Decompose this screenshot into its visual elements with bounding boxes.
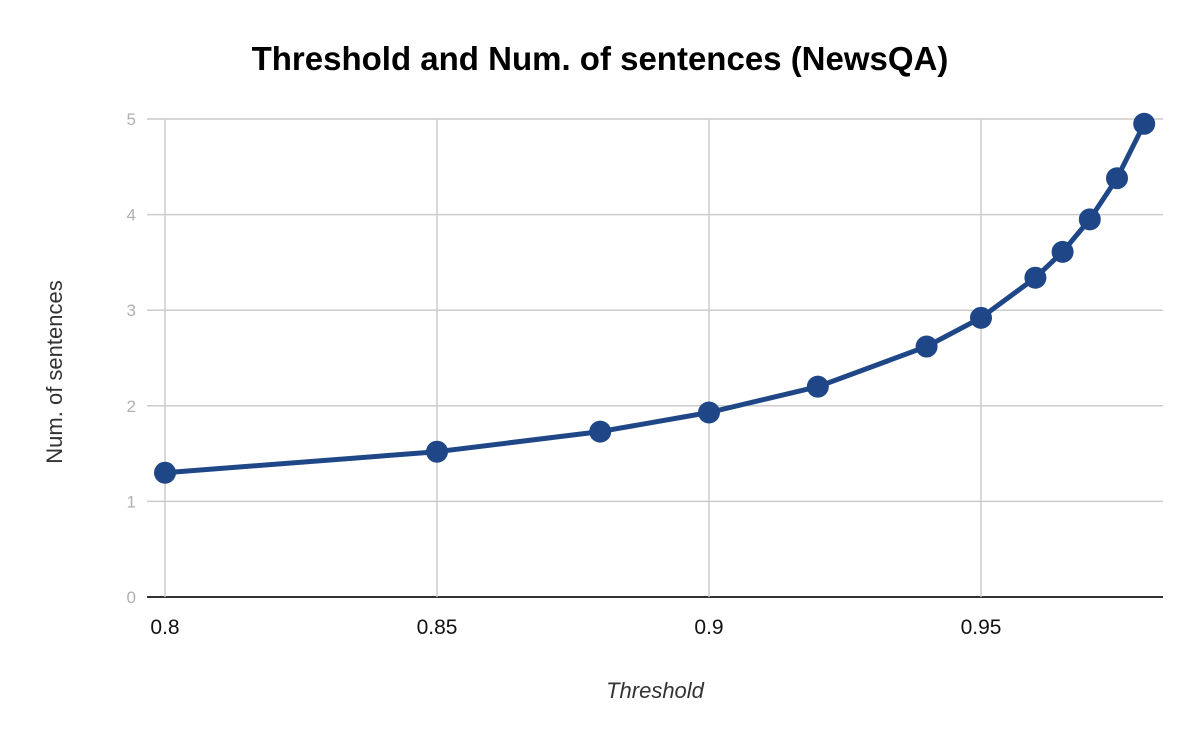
data-point-8[interactable] [1051, 240, 1074, 263]
series-layer [154, 112, 1156, 484]
y-tick-label-0: 0 [127, 588, 136, 607]
y-tick-label-1: 1 [127, 492, 136, 511]
series-line-0 [162, 121, 1147, 476]
y-axis-label: Num. of sentences [42, 280, 67, 463]
data-point-1[interactable] [426, 440, 448, 463]
data-point-11[interactable] [1133, 112, 1156, 135]
data-point-5[interactable] [915, 335, 938, 358]
data-point-7[interactable] [1024, 266, 1047, 289]
x-tick-label-0.85: 0.85 [417, 616, 458, 639]
data-point-9[interactable] [1078, 208, 1101, 231]
y-tick-label-5: 5 [127, 110, 136, 129]
data-point-4[interactable] [806, 375, 829, 398]
x-tick-label-0.95: 0.95 [961, 616, 1002, 639]
data-point-10[interactable] [1106, 167, 1128, 190]
y-tick-labels: 0 1 2 3 4 5 [127, 110, 136, 607]
chart-title: Threshold and Num. of sentences (NewsQA) [252, 40, 949, 77]
data-point-2[interactable] [589, 420, 612, 443]
data-point-6[interactable] [970, 306, 992, 329]
x-tick-label-0.9: 0.9 [694, 616, 723, 639]
data-point-0[interactable] [154, 461, 176, 484]
data-point-3[interactable] [698, 401, 720, 424]
y-tick-label-4: 4 [127, 206, 136, 225]
grid-layer [147, 118, 1163, 598]
x-axis-label: Threshold [606, 678, 705, 703]
y-tick-label-3: 3 [127, 301, 136, 320]
y-tick-label-2: 2 [127, 397, 136, 416]
x-tick-label-0.8: 0.8 [150, 616, 179, 639]
x-tick-labels: 0.8 0.85 0.9 0.95 [150, 616, 1001, 639]
